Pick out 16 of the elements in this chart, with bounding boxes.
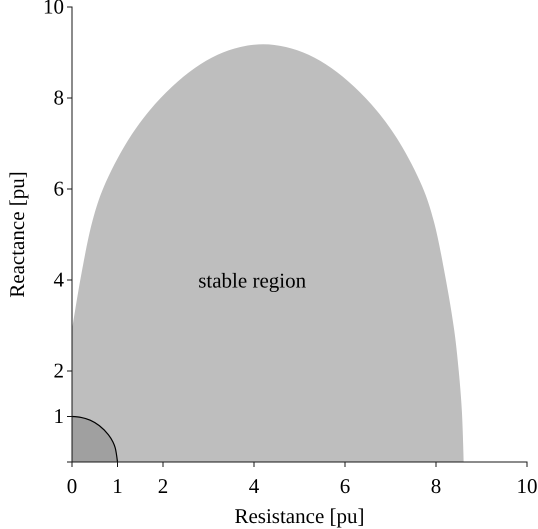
x-tick-label: 6 bbox=[340, 474, 350, 498]
x-tick-label: 1 bbox=[112, 474, 123, 498]
x-axis-title: Resistance [pu] bbox=[234, 504, 365, 528]
y-tick-label: 1 bbox=[54, 404, 64, 428]
x-tick-label: 0 bbox=[66, 474, 78, 498]
y-tick-label: 4 bbox=[54, 268, 64, 292]
x-tick-label: 8 bbox=[430, 474, 442, 498]
x-tick-label: 2 bbox=[158, 474, 168, 498]
y-axis-title: Reactance [pu] bbox=[5, 171, 29, 298]
y-tick-label: 8 bbox=[54, 86, 64, 110]
x-tick-label: 10 bbox=[516, 474, 538, 498]
x-tick-label: 4 bbox=[248, 474, 260, 498]
y-tick-label: 2 bbox=[54, 358, 64, 383]
y-tick-label: 6 bbox=[54, 176, 64, 201]
y-tick-label: 10 bbox=[43, 0, 64, 19]
annotation: stable region bbox=[198, 268, 307, 292]
